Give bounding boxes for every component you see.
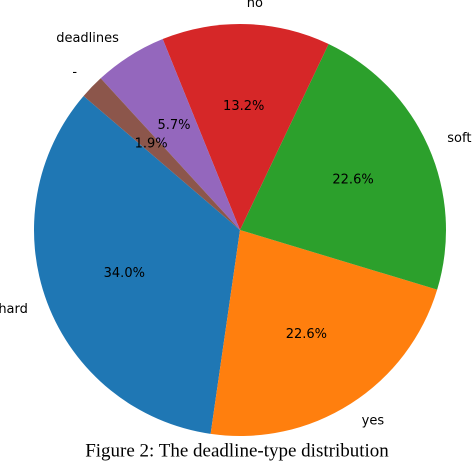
category-label: deadlines — [56, 31, 119, 46]
value-label: 5.7% — [157, 118, 190, 133]
pie-slice — [83, 78, 240, 230]
category-label: no — [247, 0, 263, 11]
pie-slice — [33, 95, 240, 434]
category-label: soft — [447, 131, 471, 146]
value-label: 22.6% — [332, 173, 373, 188]
value-label: 13.2% — [223, 99, 264, 114]
category-label: yes — [362, 414, 385, 429]
pie-slice — [162, 23, 329, 231]
value-label: 34.0% — [104, 266, 145, 281]
category-label: hard — [0, 302, 28, 317]
value-label: 1.9% — [135, 137, 168, 152]
pie-slice — [100, 39, 240, 230]
pie-slice — [210, 230, 438, 436]
caption: Figure 2: The deadline-type distribution — [85, 440, 389, 461]
category-label: - — [72, 65, 77, 80]
value-label: 22.6% — [286, 327, 327, 342]
pie-slice — [240, 44, 446, 290]
